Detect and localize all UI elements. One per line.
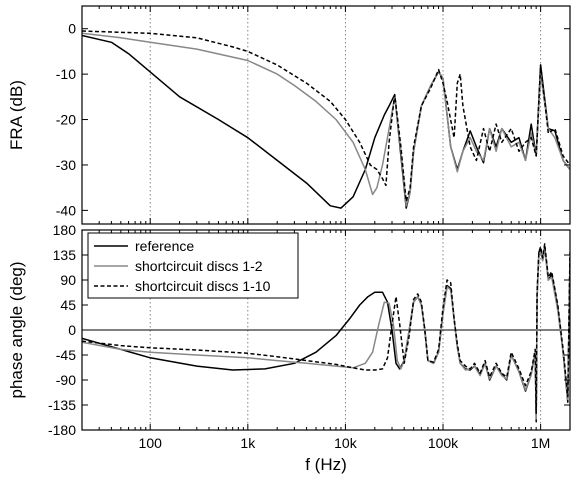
magnitude-series-line-2 bbox=[82, 32, 570, 207]
magnitude-series-line-3 bbox=[82, 30, 570, 203]
phase-panel: 100 1k 10k 100k 1M18013590450-45-90-135-180 … bbox=[7, 222, 571, 474]
phase-y-tick-label: 90 bbox=[60, 272, 76, 288]
magnitude-plot-frame bbox=[81, 5, 571, 225]
phase-x-tick-label: 10k bbox=[334, 435, 358, 451]
x-axis-label: f (Hz) bbox=[305, 455, 347, 474]
legend-label: reference bbox=[135, 238, 194, 254]
magnitude-y-tick-label: -20 bbox=[56, 112, 76, 128]
magnitude-y-tick-label: -40 bbox=[56, 202, 76, 218]
magnitude-series bbox=[82, 30, 570, 209]
magnitude-y-label: FRA (dB) bbox=[7, 80, 26, 150]
magnitude-grid bbox=[149, 6, 542, 224]
legend-label: shortcircuit discs 1-10 bbox=[135, 278, 271, 294]
phase-y-tick-label: -90 bbox=[56, 372, 76, 388]
magnitude-y-tick-label: -30 bbox=[56, 157, 76, 173]
phase-x-tick-label: 100k bbox=[428, 435, 459, 451]
phase-y-tick-label: -180 bbox=[48, 422, 76, 438]
phase-y-tick-label: 0 bbox=[68, 322, 76, 338]
phase-y-label: phase angle (deg) bbox=[7, 261, 26, 398]
phase-y-tick-label: -45 bbox=[56, 347, 76, 363]
legend: reference shortcircuit discs 1-2 shortcirc… bbox=[87, 232, 299, 299]
magnitude-ticks: 0 -10 -20 -30 -40 bbox=[56, 6, 571, 224]
legend-label: shortcircuit discs 1-2 bbox=[135, 258, 263, 274]
phase-series-line-3 bbox=[82, 243, 570, 415]
phase-y-tick-label: -135 bbox=[48, 397, 76, 413]
phase-y-tick-label: 135 bbox=[53, 247, 77, 263]
magnitude-panel: 0 -10 -20 -30 -40 FRA (dB) bbox=[7, 5, 571, 225]
phase-x-tick-label: 1k bbox=[240, 435, 256, 451]
phase-x-tick-label: 100 bbox=[139, 435, 163, 451]
phase-y-tick-label: 45 bbox=[60, 297, 76, 313]
magnitude-y-tick-label: 0 bbox=[68, 21, 76, 37]
phase-x-tick-label: 1M bbox=[531, 435, 550, 451]
phase-ticks: 100 1k 10k 100k 1M 180 135 90 45 0 -45 -90 -135 -180 bbox=[48, 222, 571, 451]
magnitude-y-tick-label: -10 bbox=[56, 66, 76, 82]
phase-series bbox=[82, 243, 570, 423]
phase-y-tick-label: 180 bbox=[53, 222, 77, 238]
magnitude-series-line-1 bbox=[82, 34, 570, 209]
